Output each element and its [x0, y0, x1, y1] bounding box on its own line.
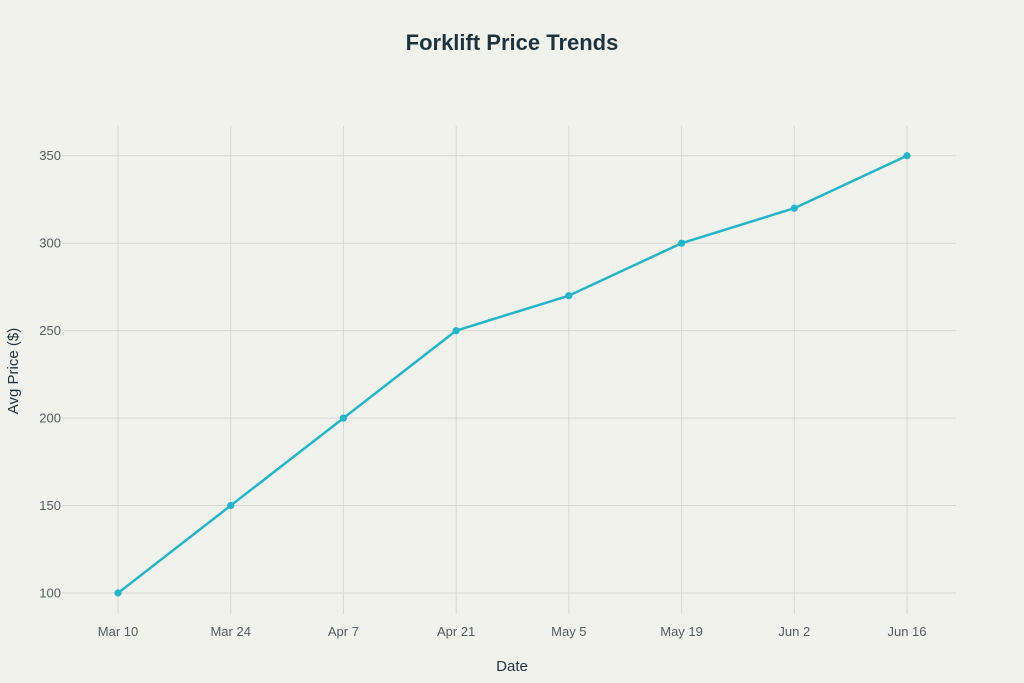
x-axis-label: Date	[496, 658, 528, 675]
x-tick-label: Jun 2	[778, 624, 810, 639]
y-axis-label: Avg Price ($)	[5, 328, 22, 414]
x-tick-label: Mar 10	[98, 624, 138, 639]
data-point	[565, 292, 573, 300]
x-tick-label: Jun 16	[887, 624, 926, 639]
grid	[62, 126, 956, 614]
y-tick-label: 300	[39, 236, 61, 251]
data-point	[114, 589, 122, 597]
data-point	[452, 327, 460, 335]
data-point	[227, 501, 235, 510]
chart-title: Forklift Price Trends	[406, 30, 619, 55]
y-tick-label: 350	[39, 148, 61, 163]
data-point	[790, 204, 798, 212]
series-line	[116, 154, 909, 595]
y-tick-label: 200	[39, 411, 61, 426]
x-tick-label: May 19	[660, 624, 703, 639]
data-point	[903, 152, 911, 160]
y-tick-label: 150	[39, 498, 61, 513]
data-point	[339, 414, 348, 422]
x-tick-label: May 5	[551, 624, 586, 639]
series	[114, 152, 911, 597]
x-tick-label: Apr 21	[437, 624, 475, 639]
x-tick-label: Mar 24	[210, 624, 250, 639]
data-point	[677, 239, 686, 247]
y-tick-label: 100	[39, 586, 61, 601]
x-tick-label: Apr 7	[328, 624, 359, 639]
y-tick-label: 250	[39, 323, 61, 338]
tick-labels: Mar 10 Mar 24 Apr 7 Apr 21 May 5 May 19 Jun 2 J…	[39, 148, 926, 639]
